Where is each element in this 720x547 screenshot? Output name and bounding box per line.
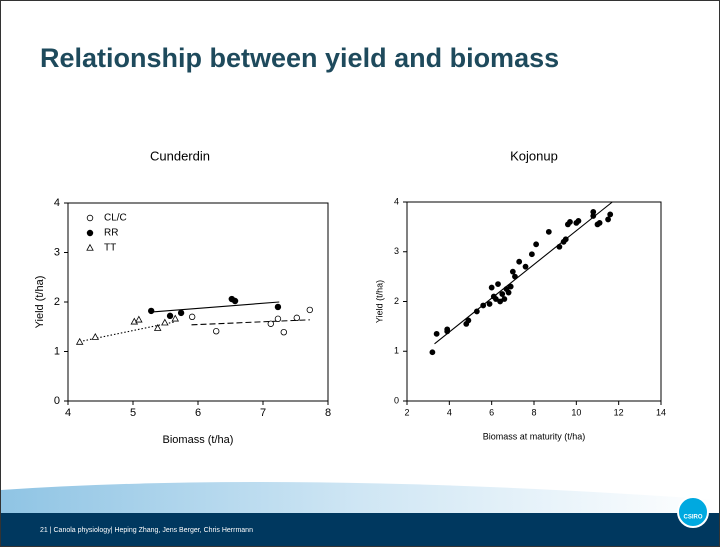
x-tick-label: 10 [571, 407, 581, 417]
y-axis-label: Yield (t/ha) [374, 280, 384, 323]
x-tick-label: 6 [489, 407, 494, 417]
point [274, 303, 282, 311]
point [188, 313, 196, 321]
fit-line [434, 201, 613, 345]
point [505, 289, 512, 296]
legend-label: TT [104, 243, 116, 254]
point [575, 218, 582, 224]
fit-line [191, 319, 310, 326]
point [274, 315, 282, 323]
logo [677, 496, 709, 528]
point [280, 328, 287, 336]
point [166, 312, 174, 320]
point [596, 219, 603, 226]
point [507, 283, 514, 290]
point [147, 307, 155, 315]
footer-band [1, 513, 719, 546]
legend-marker [86, 214, 94, 222]
point [433, 330, 440, 337]
point [556, 243, 563, 250]
legend-marker [86, 243, 94, 251]
point [497, 298, 504, 305]
x-tick-label: 8 [325, 407, 331, 419]
point [231, 297, 239, 305]
x-tick-label: 6 [195, 407, 201, 419]
fit-line [152, 301, 280, 313]
point [562, 236, 569, 243]
y-axis-label: Yield (t/ha) [34, 276, 46, 329]
point [528, 251, 535, 258]
point [605, 216, 611, 223]
point [444, 326, 451, 333]
x-tick-label: 2 [404, 407, 409, 417]
footer-text: 21 | Canola physiology| Heping Zhang, Je… [40, 527, 253, 534]
fit-line [79, 321, 176, 343]
point [522, 263, 529, 270]
point [473, 308, 480, 315]
point [516, 258, 523, 265]
y-tick-label: 1 [394, 346, 399, 356]
point [512, 273, 518, 280]
x-tick-label: 14 [656, 407, 666, 417]
x-tick-label: 12 [614, 407, 624, 417]
footer-wave [1, 482, 719, 515]
point [465, 317, 472, 324]
chart-title: Cunderdin [150, 148, 210, 163]
x-tick-label: 5 [130, 407, 136, 419]
y-tick-label: 4 [394, 196, 399, 206]
point [480, 302, 487, 309]
point [293, 314, 300, 322]
legend-marker [86, 229, 94, 237]
y-tick-label: 1 [54, 345, 60, 357]
y-tick-label: 2 [394, 296, 399, 306]
x-tick-label: 7 [260, 407, 266, 419]
point [567, 218, 573, 225]
x-tick-label: 8 [531, 407, 536, 417]
point [91, 332, 100, 340]
point [161, 318, 169, 326]
legend-label: RR [104, 228, 118, 239]
y-tick-label: 0 [394, 395, 399, 405]
point [429, 349, 436, 356]
point [177, 309, 185, 317]
point [607, 211, 614, 218]
x-tick-label: 4 [65, 407, 71, 419]
point [306, 306, 313, 314]
point [153, 324, 162, 331]
point [212, 328, 220, 335]
point [75, 337, 84, 345]
point [590, 213, 597, 219]
y-tick-label: 4 [54, 197, 60, 209]
point [492, 296, 499, 302]
logo-text: CSIRO [683, 515, 702, 521]
x-axis-label: Biomass (t/ha) [163, 434, 234, 446]
point [501, 296, 508, 302]
chart-title: Kojonup [510, 148, 558, 163]
legend-label: CL/C [104, 213, 127, 224]
x-axis-label: Biomass at maturity (t/ha) [483, 431, 586, 441]
point [488, 284, 495, 291]
point [171, 314, 180, 322]
point [499, 291, 506, 297]
point [267, 320, 274, 327]
point [533, 241, 540, 248]
point [135, 315, 143, 323]
y-tick-label: 0 [54, 395, 60, 407]
point [486, 301, 493, 307]
slide-title: Relationship between yield and biomass [40, 43, 559, 73]
y-tick-label: 2 [54, 296, 60, 308]
y-tick-label: 3 [394, 246, 399, 256]
x-tick-label: 4 [447, 407, 452, 417]
point [495, 281, 501, 287]
point [545, 228, 552, 235]
y-tick-label: 3 [54, 246, 60, 258]
point [509, 268, 516, 275]
